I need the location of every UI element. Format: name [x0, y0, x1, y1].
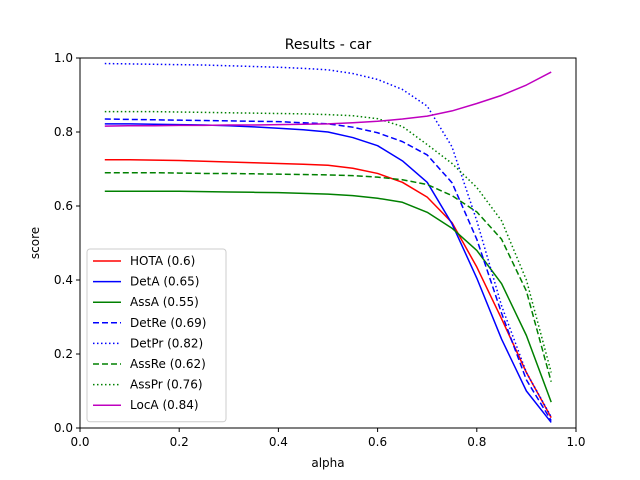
legend-entry: DetA (0.65): [130, 275, 199, 289]
legend-entry: DetPr (0.82): [130, 336, 203, 350]
y-tick-label: 0.6: [54, 199, 73, 213]
y-axis-ticks: 0.0 0.2 0.4 0.6 0.8 1.0: [54, 51, 80, 435]
series-line-assre: [104, 171, 552, 382]
legend-entry: HOTA (0.6): [130, 254, 195, 268]
series-line-detre: [104, 118, 552, 421]
chart-title: Results - car: [285, 37, 372, 53]
legend: HOTA (0.6) DetA (0.65) AssA (0.55) DetRe (0…: [86, 248, 227, 423]
legend-entry: AssRe (0.62): [130, 357, 206, 371]
legend-box: [86, 248, 227, 423]
x-tick-label: 1.0: [566, 435, 585, 449]
legend-entry: AssPr (0.76): [130, 378, 203, 392]
y-tick-label: 1.0: [54, 51, 73, 65]
series-line-loca: [104, 71, 552, 127]
x-tick-label: 0.2: [170, 435, 189, 449]
x-tick-label: 0.8: [467, 435, 486, 449]
legend-entry: LocA (0.84): [130, 398, 199, 412]
series-line-hota: [104, 159, 552, 419]
y-tick-label: 0.0: [54, 421, 73, 435]
y-tick-label: 0.2: [54, 347, 73, 361]
plot-frame: [79, 57, 577, 429]
legend-entry: DetRe (0.69): [130, 316, 206, 330]
x-tick-label: 0.0: [70, 435, 89, 449]
series-layer: [104, 62, 552, 423]
series-line-detpr: [104, 62, 552, 418]
y-tick-label: 0.4: [54, 273, 73, 287]
y-axis-label: score: [28, 227, 42, 259]
x-tick-label: 0.4: [269, 435, 288, 449]
legend-entry: AssA (0.55): [130, 295, 199, 309]
series-line-assa: [104, 190, 552, 403]
x-tick-label: 0.6: [368, 435, 387, 449]
x-axis-label: alpha: [311, 456, 344, 470]
y-tick-label: 0.8: [54, 125, 73, 139]
x-axis-ticks: 0.0 0.2 0.4 0.6 0.8 1.0: [70, 428, 586, 449]
